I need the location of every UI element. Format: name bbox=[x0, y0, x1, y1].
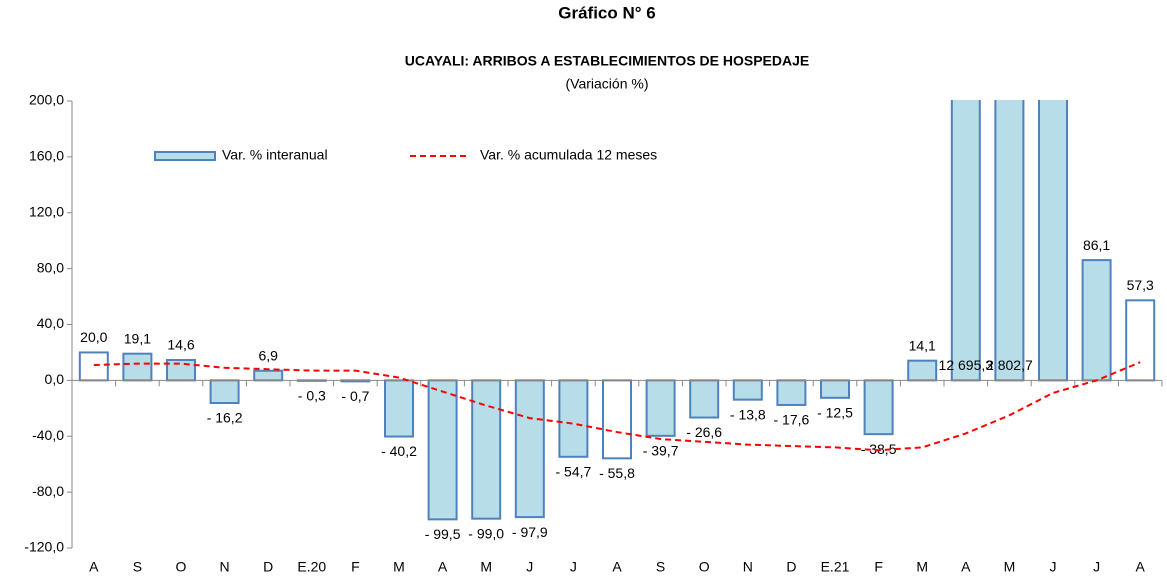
x-tick-label: A bbox=[612, 559, 622, 575]
x-tick-label: J bbox=[1093, 559, 1100, 575]
data-label: - 0,7 bbox=[341, 388, 369, 404]
data-label: - 55,8 bbox=[599, 465, 635, 481]
x-tick-label: N bbox=[220, 559, 230, 575]
bar bbox=[209, 379, 240, 405]
data-label: - 99,0 bbox=[468, 525, 504, 541]
y-tick-label: 200,0 bbox=[29, 92, 64, 108]
bar bbox=[1081, 259, 1112, 382]
chart-title: Gráfico N° 6 bbox=[558, 3, 656, 22]
y-tick-label: -40,0 bbox=[32, 427, 64, 443]
y-tick-label: -80,0 bbox=[32, 483, 64, 499]
x-tick-label: S bbox=[133, 559, 142, 575]
data-label: 19,1 bbox=[124, 330, 151, 346]
line bbox=[93, 361, 1141, 452]
bar bbox=[602, 379, 632, 460]
data-label: 57,3 bbox=[1127, 277, 1154, 293]
data-label: 6,9 bbox=[258, 347, 278, 363]
data-label: 12 695,3 bbox=[939, 357, 994, 373]
x-tick-label: E.21 bbox=[821, 559, 850, 575]
bar bbox=[689, 379, 720, 419]
x-tick-label: J bbox=[1050, 559, 1057, 575]
x-tick-label: J bbox=[570, 559, 577, 575]
legend-label: Var. % acumulada 12 meses bbox=[480, 147, 657, 163]
data-label: 20,0 bbox=[80, 329, 107, 345]
x-tick-label: M bbox=[480, 559, 492, 575]
x-tick-label: D bbox=[263, 559, 273, 575]
x-tick-label: F bbox=[874, 559, 883, 575]
bar bbox=[994, 100, 1025, 382]
x-tick-label: M bbox=[1004, 559, 1016, 575]
x-tick-label: S bbox=[656, 559, 665, 575]
bar bbox=[1125, 299, 1156, 382]
data-label: 2 802,7 bbox=[986, 357, 1033, 373]
x-tick-label: A bbox=[961, 559, 971, 575]
bar bbox=[1038, 100, 1068, 382]
y-tick-label: 40,0 bbox=[37, 315, 64, 331]
bar bbox=[78, 351, 109, 382]
data-label: - 54,7 bbox=[555, 463, 591, 479]
bar bbox=[558, 379, 589, 458]
data-label: - 12,5 bbox=[817, 405, 853, 421]
data-label: - 26,6 bbox=[686, 424, 722, 440]
data-label: - 40,2 bbox=[381, 443, 417, 459]
bar bbox=[732, 379, 763, 401]
bar bbox=[384, 379, 414, 438]
bar bbox=[253, 369, 284, 382]
bar bbox=[166, 358, 196, 382]
data-label: - 38,5 bbox=[861, 441, 897, 457]
data-label: - 16,2 bbox=[207, 410, 243, 426]
x-tick-label: O bbox=[699, 559, 710, 575]
bar bbox=[514, 379, 545, 519]
y-tick-label: 160,0 bbox=[29, 148, 64, 164]
data-label: 14,6 bbox=[167, 337, 194, 353]
bar bbox=[950, 100, 981, 382]
chart-subtitle: UCAYALI: ARRIBOS A ESTABLECIMIENTOS DE H… bbox=[405, 53, 810, 69]
x-tick-label: M bbox=[393, 559, 405, 575]
x-tick-label: A bbox=[89, 559, 99, 575]
data-label: - 99,5 bbox=[425, 526, 461, 542]
legend-label: Var. % interanual bbox=[222, 147, 328, 163]
bar bbox=[645, 379, 676, 437]
y-tick-label: -120,0 bbox=[24, 539, 64, 555]
bar bbox=[907, 359, 938, 382]
bar bbox=[820, 379, 850, 399]
data-label: - 13,8 bbox=[730, 406, 766, 422]
y-tick-label: 120,0 bbox=[29, 203, 64, 219]
x-tick-label: N bbox=[743, 559, 753, 575]
x-tick-label: D bbox=[786, 559, 796, 575]
bar bbox=[776, 379, 807, 406]
x-tick-label: O bbox=[176, 559, 187, 575]
bar bbox=[122, 352, 153, 382]
x-tick-label: M bbox=[916, 559, 928, 575]
x-tick-label: E.20 bbox=[297, 559, 326, 575]
data-label: - 17,6 bbox=[773, 412, 809, 428]
data-label: - 0,3 bbox=[298, 387, 326, 403]
bar bbox=[427, 379, 458, 521]
data-label: - 39,7 bbox=[643, 443, 679, 459]
x-tick-label: F bbox=[351, 559, 360, 575]
y-tick-label: 80,0 bbox=[37, 259, 64, 275]
bars bbox=[78, 100, 1156, 521]
data-label: 14,1 bbox=[909, 337, 936, 353]
legend-swatch bbox=[154, 151, 216, 161]
bar bbox=[863, 379, 894, 436]
data-label: - 97,9 bbox=[512, 524, 548, 540]
bar bbox=[471, 379, 502, 520]
unit-label: (Variación %) bbox=[566, 76, 649, 92]
x-tick-label: A bbox=[1136, 559, 1146, 575]
x-tick-label: A bbox=[438, 559, 448, 575]
y-tick-label: 0,0 bbox=[45, 371, 65, 387]
data-label: 86,1 bbox=[1083, 237, 1110, 253]
x-tick-label: J bbox=[526, 559, 533, 575]
